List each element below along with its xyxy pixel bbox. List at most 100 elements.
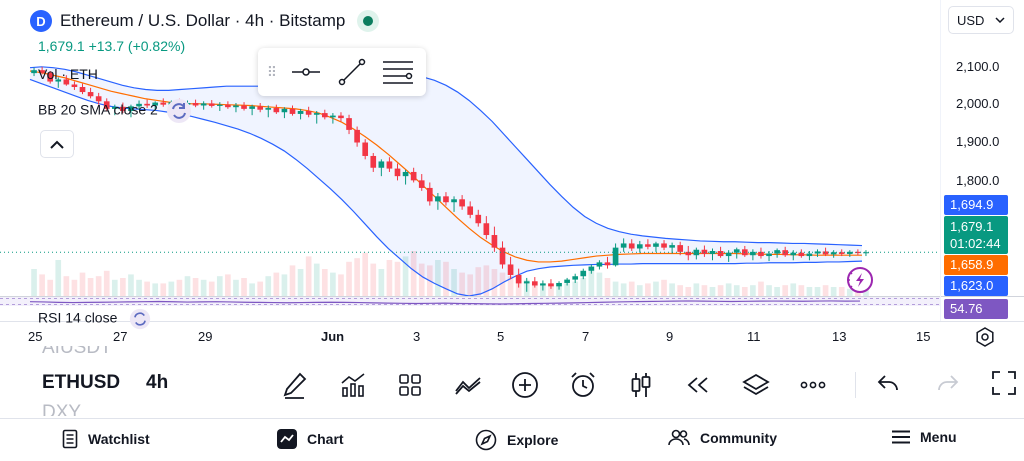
collapse-legend-button[interactable] (40, 130, 74, 158)
candle-body (548, 283, 554, 287)
trend-line-tool[interactable] (334, 54, 370, 90)
more-button[interactable] (794, 366, 832, 404)
symbol-name: AIUSDT (42, 346, 112, 358)
chevron-down-icon (995, 17, 1005, 23)
nav-community[interactable]: Community (668, 429, 777, 447)
candle-body (499, 247, 506, 265)
volume-bar (766, 285, 772, 296)
volume-bar (95, 276, 102, 296)
symbol-option-selected[interactable]: ETHUSD 4h (42, 372, 168, 394)
candle-body (249, 106, 255, 109)
volume-bar (790, 283, 797, 296)
undo-button[interactable] (869, 364, 907, 402)
bollinger-legend-label: BB 20 SMA close 2 (38, 101, 158, 118)
volume-bar (588, 269, 595, 296)
symbol-option[interactable]: DXY1D (42, 402, 81, 416)
symbol-title-row[interactable]: D Ethereum / U.S. Dollar · 4h · Bitstamp (30, 8, 380, 34)
volume-bar (750, 285, 756, 296)
replay-button[interactable] (679, 366, 717, 404)
volume-bar (79, 272, 86, 296)
symbol-name: DXY (42, 402, 82, 416)
candle-body (774, 250, 780, 254)
volume-bar (435, 260, 441, 296)
candle-body (241, 105, 247, 109)
watchlist-icon (62, 429, 78, 449)
candle-body (410, 171, 417, 181)
candle-body (120, 106, 126, 111)
chart-type-button[interactable] (622, 366, 660, 404)
candle-body (346, 118, 352, 130)
candle-body (386, 161, 393, 169)
fullscreen-button[interactable] (985, 364, 1023, 402)
drag-handle-icon[interactable]: ⠿ (266, 63, 278, 80)
volume-bar (620, 283, 627, 296)
nav-watchlist[interactable]: Watchlist (62, 429, 150, 449)
volume-bar (313, 263, 320, 296)
nav-menu[interactable]: Menu (892, 429, 957, 445)
candle-body (87, 92, 94, 97)
symbol-title[interactable]: Ethereum / U.S. Dollar · 4h · Bitstamp (60, 11, 346, 30)
nav-chart[interactable]: Chart (277, 429, 344, 449)
volume-bar (370, 263, 377, 296)
lightning-icon[interactable] (847, 267, 873, 293)
undo-icon (877, 375, 898, 391)
candle-body (313, 113, 320, 115)
volume-bar (628, 281, 635, 296)
alert-button[interactable] (564, 366, 602, 404)
volume-bar (39, 274, 45, 296)
price-tick: 1,800.0 (956, 173, 1000, 188)
candle-body (426, 187, 433, 202)
chart-settings-icon[interactable] (974, 326, 996, 348)
candle-body (225, 104, 231, 108)
volume-bar (241, 278, 247, 296)
candle-body (806, 253, 813, 257)
currency-label: USD (957, 12, 985, 28)
volume-bar (548, 285, 554, 296)
bollinger-legend[interactable]: BB 20 SMA close 2 (38, 98, 192, 124)
indicators-button[interactable] (334, 366, 372, 404)
pencil-icon (283, 372, 307, 399)
drawing-toolbar[interactable]: ⠿ (258, 48, 426, 96)
candle-body (192, 102, 199, 106)
market-open-status-icon (357, 10, 380, 32)
currency-select[interactable]: USD (948, 6, 1014, 34)
volume-bar (394, 261, 401, 296)
object-tree-button[interactable] (737, 366, 775, 404)
candle-body (152, 102, 159, 106)
loading-icon (166, 99, 191, 123)
drawing-tools-button[interactable] (276, 366, 314, 404)
redo-button[interactable] (929, 364, 967, 402)
horizontal-line-tool[interactable] (288, 54, 324, 90)
compare-icon (455, 377, 481, 395)
volume-bar (838, 287, 845, 296)
candle-body (257, 106, 264, 110)
candle-body (636, 244, 643, 249)
rsi-value-badge: 54.76 (944, 299, 1008, 319)
candle-body (677, 245, 684, 252)
nav-explore[interactable]: Explore (475, 429, 558, 451)
loading-icon (130, 308, 151, 330)
add-button[interactable] (506, 366, 544, 404)
symbol-option[interactable]: AIUSDT1h (42, 346, 112, 360)
volume-bar (604, 278, 611, 296)
price-tick: 2,100.0 (956, 59, 1000, 74)
layout-button[interactable] (391, 366, 429, 404)
volume-bar (725, 283, 732, 296)
compare-button[interactable] (449, 366, 487, 404)
time-tick: 27 (113, 329, 128, 344)
lines-settings-icon (383, 61, 413, 84)
candle-body (515, 274, 522, 284)
volume-bar (564, 283, 570, 296)
volume-bar (669, 283, 675, 296)
candle-body (830, 252, 837, 255)
drawing-settings-tool[interactable] (380, 54, 416, 90)
candle-body (281, 108, 288, 113)
volume-legend[interactable]: Vol · ETH (38, 66, 98, 82)
rsi-legend[interactable]: RSI 14 close (38, 308, 151, 330)
volume-bar (386, 260, 393, 296)
volume-bar (677, 285, 684, 296)
candle-body (628, 243, 635, 249)
nav-label: Community (700, 430, 777, 446)
volume-bar (31, 269, 37, 296)
